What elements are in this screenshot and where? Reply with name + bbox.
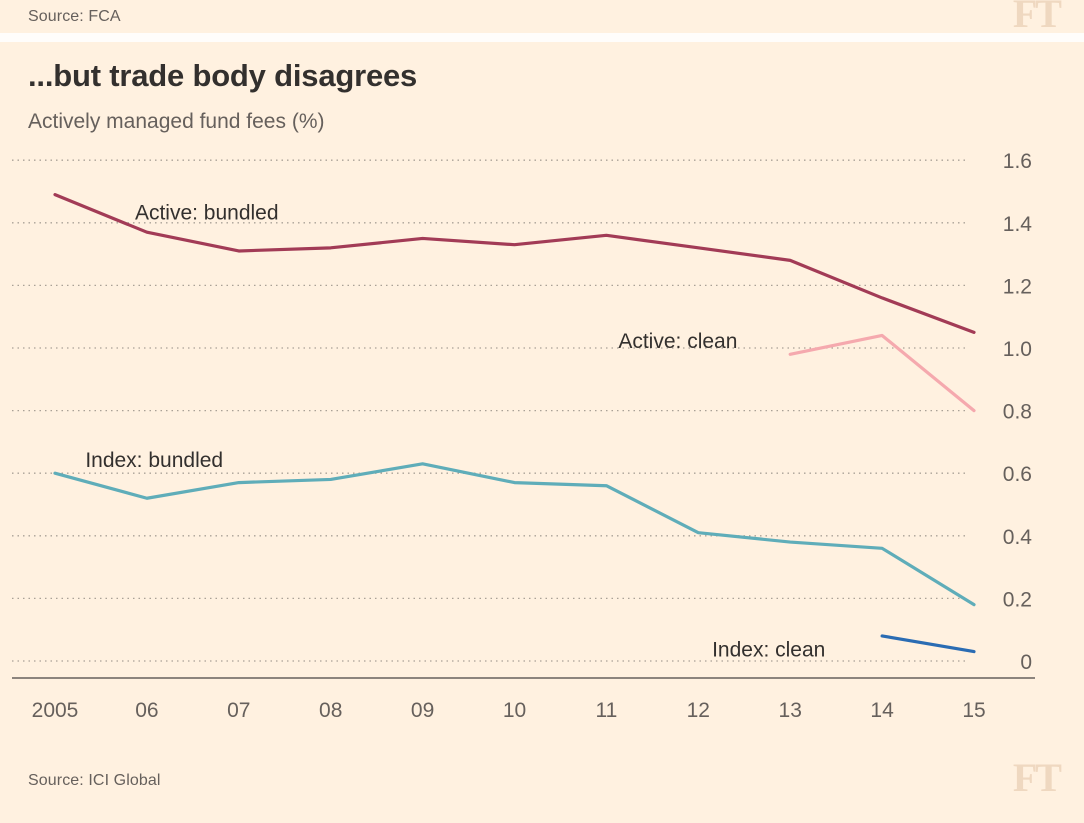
series-line-active-bundled [53,193,976,334]
x-axis-label: 06 [135,699,158,722]
series-label-index-bundled: Index: bundled [85,449,223,472]
x-axis-label: 2005 [32,699,79,722]
y-axis-label: 0.8 [1003,401,1032,424]
chart-subtitle: Actively managed fund fees (%) [28,110,325,133]
y-axis-label: 1.6 [1003,150,1032,173]
x-axis-label: 13 [779,699,802,722]
series-line-index-bundled [53,462,976,607]
chart-title: ...but trade body disagrees [28,58,418,93]
series-line-active-clean [788,333,976,413]
section-divider [0,33,1084,42]
series-label-index-clean: Index: clean [712,638,825,661]
x-axis-label: 12 [687,699,710,722]
x-axis-label: 07 [227,699,250,722]
y-axis-label: 0 [1020,651,1032,674]
y-axis-label: 0.2 [1003,588,1032,611]
x-axis-label: 08 [319,699,342,722]
y-axis-label: 0.6 [1003,463,1032,486]
fund-fees-line-chart: 0 0.2 0.4 0.6 0.8 1.0 1.2 1.4 1.6 2005 06 07 08 09 10 1… [12,150,1035,722]
ft-logo-top: FT [1012,0,1062,36]
x-axis-label: 10 [503,699,526,722]
top-source-label: Source: FCA [28,8,121,25]
bottom-source-label: Source: ICI Global [28,772,161,789]
series-label-active-bundled: Active: bundled [135,202,279,225]
series-label-active-clean: Active: clean [618,330,737,353]
y-axis-label: 1.4 [1003,213,1033,236]
y-axis-label: 1.0 [1003,338,1032,361]
x-axis-label: 11 [595,699,617,722]
x-axis-label: 14 [870,699,894,722]
series-line-index-clean [880,634,976,654]
y-axis-label: 0.4 [1003,526,1033,549]
ft-logo-bottom: FT [1012,755,1062,800]
x-axis-label: 15 [962,699,985,722]
y-axis-label: 1.2 [1003,275,1032,298]
x-axis-label: 09 [411,699,434,722]
